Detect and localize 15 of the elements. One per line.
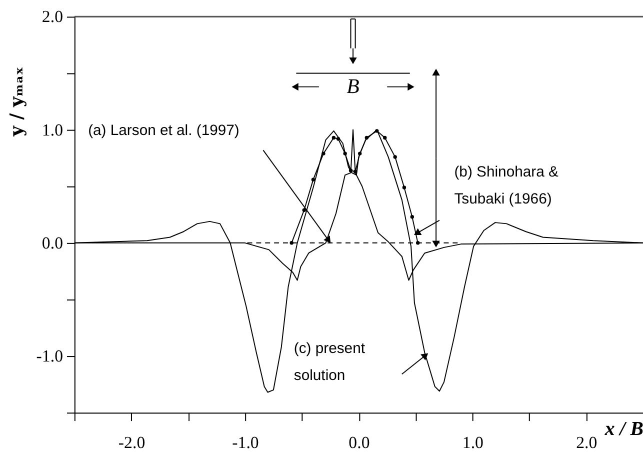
annotation: (c) present solution <box>294 341 366 384</box>
y-tick-label: 1.0 <box>42 120 64 140</box>
x-tick-label: -1.0 <box>232 432 259 452</box>
annotation: (a) Larson et al. (1997) <box>88 122 240 139</box>
y-tick-label: 0.0 <box>42 233 64 252</box>
y-tick-label: -1.0 <box>36 346 64 366</box>
x-tick-label: 2.0 <box>576 432 598 452</box>
annotation: B <box>346 74 360 98</box>
x-axis-title: x / B <box>604 418 643 440</box>
y-tick-label: 2.0 <box>42 7 64 26</box>
x-tick-label: -2.0 <box>118 432 146 452</box>
x-tick-label: 1.0 <box>462 432 484 452</box>
annotation: (b) Shinohara & Tsubaki (1966) <box>454 164 558 208</box>
x-tick-label: 0.0 <box>348 432 370 452</box>
y-axis-title: y / yₘₐₓ <box>6 66 28 138</box>
